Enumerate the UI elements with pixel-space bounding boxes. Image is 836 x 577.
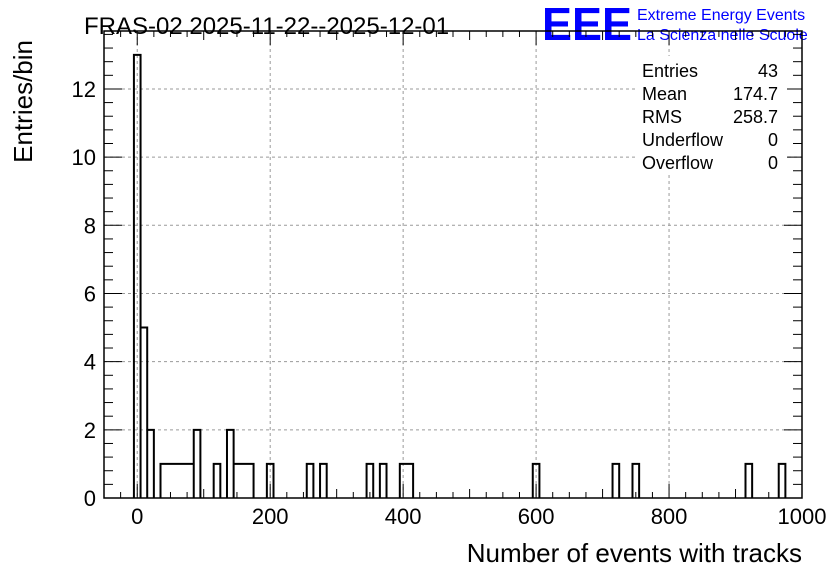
y-tick-label: 4 [84,350,96,375]
y-axis-label: Entries/bin [8,40,38,163]
stats-label-mean: Mean [642,84,687,104]
stats-value-entries: 43 [758,61,778,81]
y-tick-label: 0 [84,486,96,511]
stats-value-overflow: 0 [768,153,778,173]
stats-value-rms: 258.7 [733,107,778,127]
stats-box: Entries 43 Mean 174.7 RMS 258.7 Underflo… [637,56,787,173]
chart-title: FRAS-02 2025-11-22--2025-12-01 [84,13,449,40]
stats-value-underflow: 0 [768,130,778,150]
histogram-outline [132,53,787,498]
histogram-bars [132,53,787,498]
y-tick-label: 12 [72,77,96,102]
y-tick-label: 10 [72,145,96,170]
grid-lines [104,31,803,498]
stats-box-frame [637,56,787,172]
histogram-bin [400,464,413,498]
x-tick-label: 800 [651,504,688,529]
x-tick-label: 600 [518,504,555,529]
eee-logo: EEE Extreme Energy Events La Scienza nel… [542,0,808,50]
x-tick-label: 200 [252,504,289,529]
axis-ticks [103,31,803,499]
y-tick-label: 2 [84,418,96,443]
stats-label-entries: Entries [642,61,698,81]
y-tick-label: 8 [84,213,96,238]
stats-label-overflow: Overflow [642,153,714,173]
x-tick-label: 1000 [778,504,827,529]
axis-tick-labels: 0 200 400 600 800 1000 0 2 4 6 8 10 12 [72,77,827,529]
histogram-bin [161,464,194,498]
stats-label-underflow: Underflow [642,130,724,150]
eee-logo-line1: Extreme Energy Events [637,7,805,24]
y-tick-label: 6 [84,281,96,306]
eee-logo-line2: La Scienza nelle Scuole [637,27,808,44]
x-axis-label: Number of events with tracks [467,538,802,568]
x-tick-label: 0 [131,504,143,529]
stats-value-mean: 174.7 [733,84,778,104]
eee-logo-mark: EEE [542,0,632,50]
stats-label-rms: RMS [642,107,682,127]
x-tick-label: 400 [385,504,422,529]
